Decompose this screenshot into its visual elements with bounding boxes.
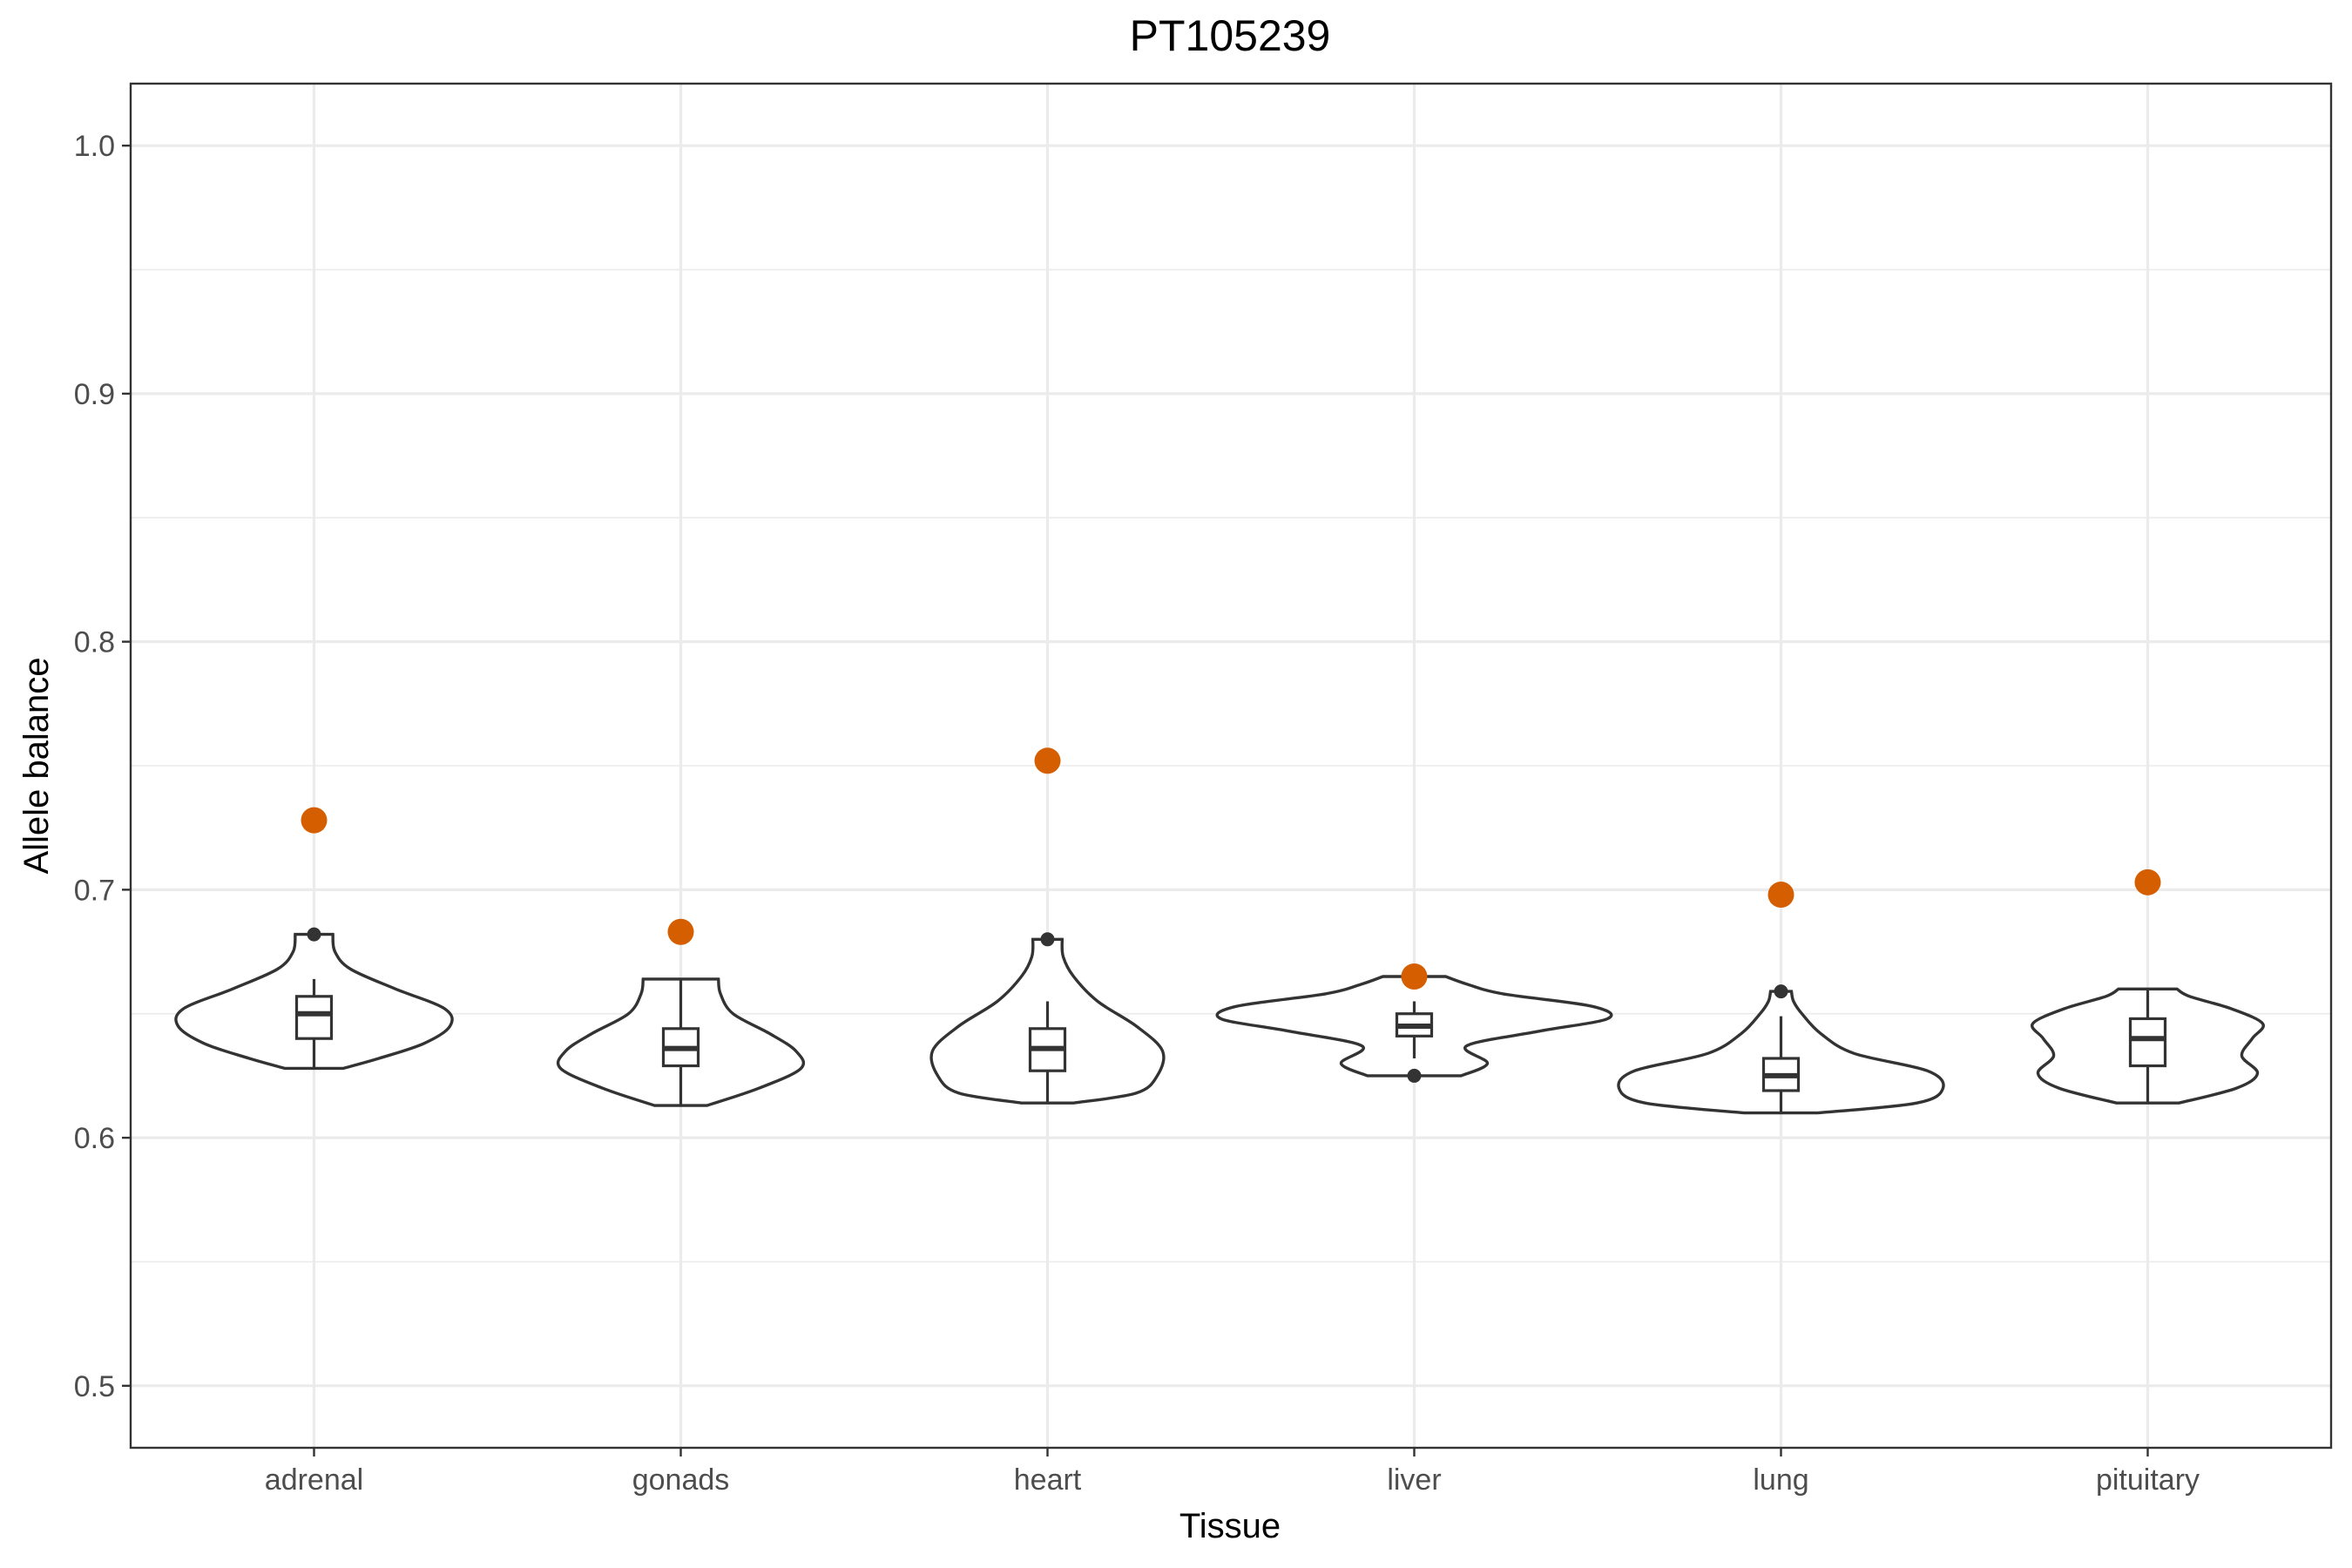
chart-title: PT105239 <box>1130 11 1331 60</box>
sample-point <box>1034 747 1061 774</box>
y-axis: 0.5 0.6 0.7 0.8 0.9 1.0 <box>74 130 131 1403</box>
sample-point <box>667 918 694 945</box>
group-pituitary <box>2031 868 2265 1105</box>
y-tick-label: 0.9 <box>74 378 115 411</box>
x-axis-title: Tissue <box>1179 1507 1281 1545</box>
group-heart <box>929 747 1166 1105</box>
plot-marks <box>174 747 2265 1115</box>
y-tick-label: 0.7 <box>74 874 115 907</box>
x-tick-label: gonads <box>632 1463 730 1497</box>
outlier-point <box>1774 984 1788 999</box>
y-tick-label: 0.5 <box>74 1370 115 1403</box>
x-tick-label: heart <box>1014 1463 1082 1497</box>
x-tick-label: pituitary <box>2096 1463 2200 1497</box>
y-tick-label: 0.8 <box>74 626 115 659</box>
x-axis: adrenal gonads heart liver lung pituitary <box>265 1448 2200 1497</box>
x-tick-label: adrenal <box>265 1463 363 1497</box>
group-liver <box>1215 963 1613 1083</box>
sample-point <box>301 807 328 834</box>
sample-point <box>1767 882 1794 909</box>
x-tick-label: liver <box>1387 1463 1441 1497</box>
x-tick-label: lung <box>1753 1463 1808 1497</box>
outlier-point <box>1040 932 1055 947</box>
box <box>2128 1017 2167 1068</box>
box <box>294 995 334 1040</box>
panel-border <box>129 82 2333 1450</box>
y-tick-label: 0.6 <box>74 1122 115 1155</box>
y-tick-label: 1.0 <box>74 130 115 163</box>
group-adrenal <box>174 807 454 1071</box>
outlier-point <box>307 927 321 942</box>
sample-point <box>2134 868 2161 896</box>
group-gonads <box>556 918 806 1107</box>
outlier-point <box>1407 1068 1422 1083</box>
y-axis-title: Allele balance <box>17 657 56 874</box>
sample-point <box>1401 963 1428 990</box>
group-lung <box>1617 882 1945 1115</box>
